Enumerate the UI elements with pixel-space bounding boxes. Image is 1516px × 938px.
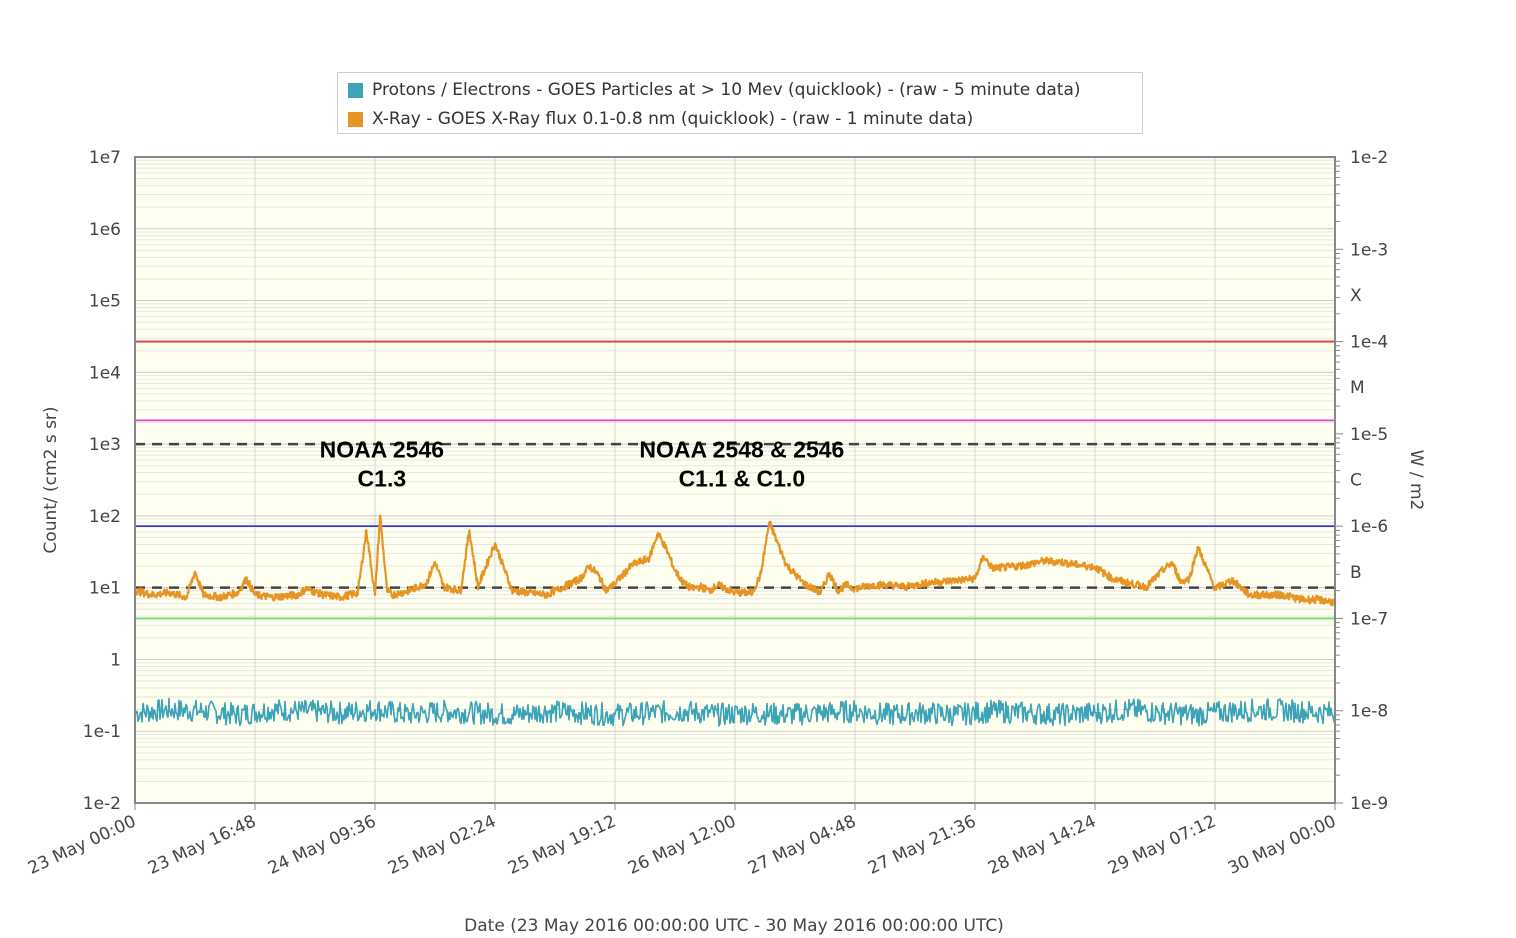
y-tick-label: 1e6 [89,220,121,240]
x-axis-ticks: 23 May 00:00 23 May 16:48 24 May 09:36 25 M… [25,803,1339,879]
legend-item-protons[interactable]: Protons / Electrons - GOES Particles at … [348,79,1081,101]
y-axis-title: Count/ (cm2 s sr) [41,406,61,553]
threshold-lines [135,340,1335,620]
x-tick-label: 27 May 04:48 [745,811,859,878]
flare-class-x: X [1350,286,1362,306]
y2-tick-label: 1e-2 [1350,148,1388,168]
y2-tick-label: 1e-9 [1350,794,1388,814]
annotation-line: NOAA 2546 [320,437,444,463]
legend-swatch-protons [348,82,363,98]
y-tick-label: 1e3 [89,435,121,455]
legend-label-protons: Protons / Electrons - GOES Particles at … [372,80,1081,100]
series-layer [134,514,1337,727]
x-tick-label: 29 May 07:12 [1105,811,1219,878]
y-tick-label: 1 [110,650,121,670]
x-tick-label: 23 May 00:00 [25,811,139,878]
y-tick-label: 1e-2 [83,794,121,814]
x-tick-label: 28 May 14:24 [985,811,1099,878]
x-tick-label: 25 May 19:12 [505,811,619,878]
y-tick-label: 1e4 [89,363,121,383]
legend-swatch-xray [348,111,363,127]
series-line-protons [134,697,1336,727]
y-tick-label: 1e2 [89,507,121,527]
legend-label-xray: X-Ray - GOES X-Ray flux 0.1-0.8 nm (quic… [372,109,974,129]
x-tick-label: 27 May 21:36 [865,811,979,878]
series-line-xray [134,514,1337,607]
x-tick-label: 26 May 12:00 [625,811,739,878]
y2-axis-title: W / m2 [1406,450,1426,511]
x-axis-title: Date (23 May 2016 00:00:00 UTC - 30 May … [464,916,1004,936]
right-axis-ticks: 1e-2 1e-3 1e-4 1e-5 1e-6 1e-7 1e-8 1e-9 [1335,148,1388,814]
y2-tick-label: 1e-6 [1350,517,1388,537]
x-tick-label: 24 May 09:36 [265,811,379,878]
legend-item-xray[interactable]: X-Ray - GOES X-Ray flux 0.1-0.8 nm (quic… [348,108,973,130]
event-annotations: NOAA 2546 C1.3 NOAA 2548 & 2546 C1.1 & C1.0 [320,437,845,492]
legend: Protons / Electrons - GOES Particles at … [337,72,1143,134]
flare-class-c: C [1350,471,1362,491]
x-tick-label: 23 May 16:48 [145,811,259,878]
y-tick-label: 1e-1 [83,722,121,742]
annotation-line: C1.3 [358,466,407,492]
annotation-line: C1.1 & C1.0 [679,466,806,492]
y2-tick-label: 1e-4 [1350,333,1388,353]
annotation-line: NOAA 2548 & 2546 [639,437,844,463]
flare-class-labels: X M C B [1350,286,1365,583]
x-tick-label: 25 May 02:24 [385,811,499,878]
y-tick-label: 1e5 [89,292,121,312]
y-tick-label: 1e7 [89,148,121,168]
y2-tick-label: 1e-7 [1350,609,1388,629]
y2-tick-label: 1e-5 [1350,425,1388,445]
left-axis-ticks: 1e7 1e6 1e5 1e4 1e3 1e2 1e1 1 1e-1 1e-2 [83,148,121,814]
x-tick-label: 30 May 00:00 [1225,811,1339,878]
flare-class-m: M [1350,378,1365,398]
y2-tick-label: 1e-3 [1350,240,1388,260]
y-tick-label: 1e1 [89,579,121,599]
y2-tick-label: 1e-8 [1350,702,1388,722]
flare-class-b: B [1350,563,1362,583]
